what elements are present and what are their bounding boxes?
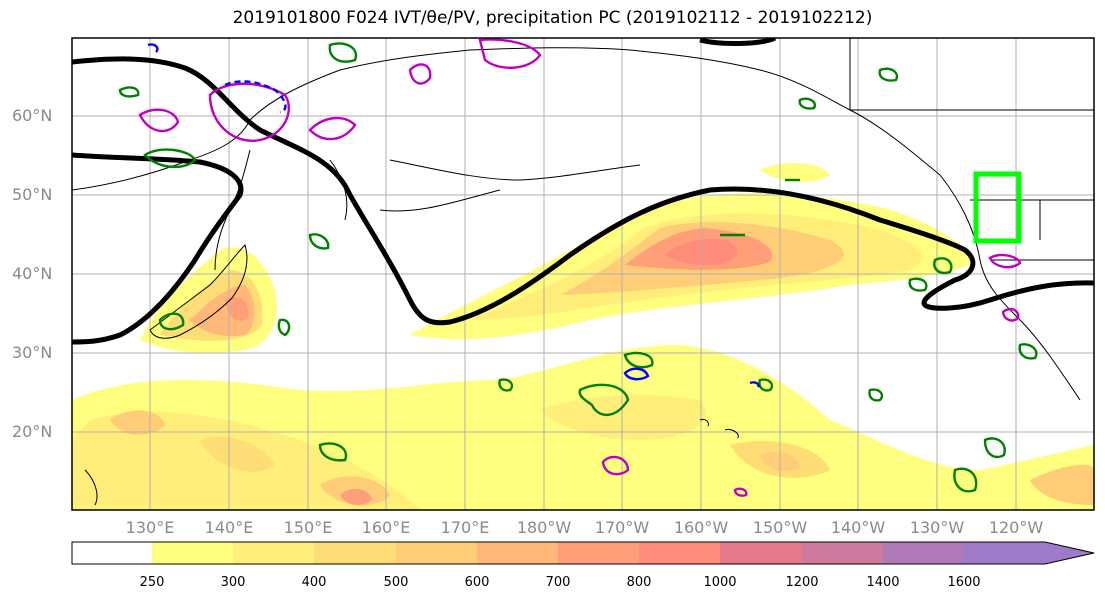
colorbar-segment (802, 542, 883, 564)
lat-label-60n: 60°N (12, 106, 53, 125)
colorbar-tick-label: 1200 (785, 575, 819, 590)
lon-label-150w: 150°W (752, 518, 808, 537)
map-frame (71, 37, 1095, 511)
colorbar-tick-label: 700 (545, 575, 571, 590)
colorbar-tick-label: 1000 (703, 575, 737, 590)
lon-label-160e: 160°E (361, 518, 411, 537)
lon-label-140e: 140°E (204, 518, 254, 537)
colorbar-segment (314, 542, 396, 564)
green-contours (118, 42, 1038, 493)
colorbar-segment (72, 542, 152, 564)
figure-title: 2019101800 F024 IVT/θe/PV, precipitation… (232, 8, 873, 28)
colorbar-tick-label: 1400 (866, 575, 900, 590)
lon-label-120w: 120°W (988, 518, 1044, 537)
colorbar-segment (720, 542, 802, 564)
colorbar-tick-label: 250 (139, 575, 165, 590)
colorbar-extend-arrow (1045, 542, 1094, 564)
lat-label-50n: 50°N (12, 185, 53, 204)
colorbar-tick-label: 800 (626, 575, 652, 590)
colorbar-segment (233, 542, 314, 564)
colorbar-tick-label: 1600 (947, 575, 981, 590)
colorbar-segment (883, 542, 964, 564)
precipitation-field (72, 163, 1094, 510)
lat-label-30n: 30°N (12, 343, 53, 362)
colorbar (71, 541, 1095, 565)
lon-label-170e: 170°E (440, 518, 490, 537)
lat-label-20n: 20°N (12, 422, 53, 441)
colorbar-tick-label: 300 (220, 575, 246, 590)
colorbar-segment (639, 542, 720, 564)
colorbar-segment (964, 542, 1045, 564)
lon-label-170w: 170°W (594, 518, 650, 537)
lon-label-130w: 130°W (909, 518, 965, 537)
pv-contours (138, 38, 1022, 497)
highlight-region-box (973, 171, 1022, 244)
lat-label-40n: 40°N (12, 264, 53, 283)
colorbar-tick-label: 500 (383, 575, 409, 590)
colorbar-tick-label: 400 (301, 575, 327, 590)
colorbar-segment (152, 542, 233, 564)
blue-contours (147, 43, 760, 388)
colorbar-tick-label: 600 (464, 575, 490, 590)
lon-label-140w: 140°W (830, 518, 886, 537)
colorbar-segment (396, 542, 477, 564)
lon-label-160w: 160°W (673, 518, 729, 537)
lon-label-130e: 130°E (125, 518, 175, 537)
colorbar-segment (477, 542, 558, 564)
theta-e-contours (72, 38, 1094, 345)
colorbar-segment (558, 542, 639, 564)
lon-label-150e: 150°E (283, 518, 333, 537)
lon-label-180w: 180°W (516, 518, 572, 537)
